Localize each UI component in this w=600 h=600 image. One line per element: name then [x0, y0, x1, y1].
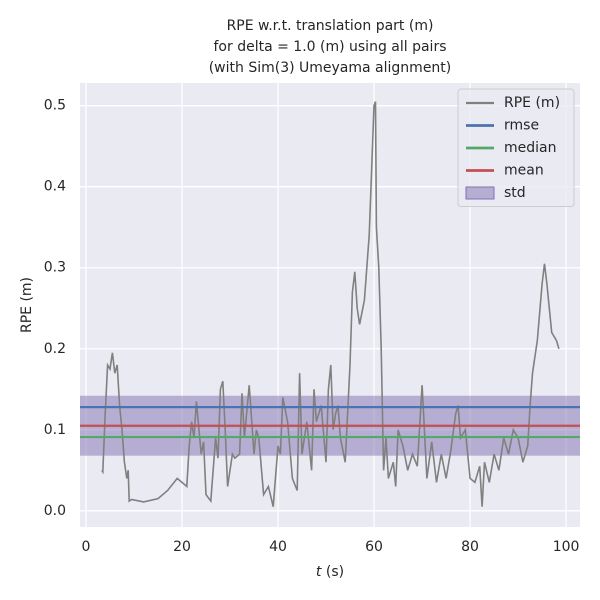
x-tick-label: 0 — [82, 539, 91, 555]
chart-title: for delta = 1.0 (m) using all pairs — [214, 39, 447, 55]
legend-label: rmse — [504, 118, 539, 134]
chart-title: RPE w.r.t. translation part (m) — [227, 18, 434, 34]
y-tick-label: 0.3 — [44, 260, 66, 276]
y-tick-label: 0.4 — [44, 179, 66, 195]
x-tick-label: 80 — [461, 539, 479, 555]
legend-label: median — [504, 140, 556, 156]
y-axis-label: RPE (m) — [19, 277, 35, 333]
legend-label: std — [504, 185, 526, 201]
x-axis-label: t (s) — [316, 564, 344, 580]
x-tick-label: 100 — [553, 539, 580, 555]
y-tick-label: 0.0 — [44, 503, 66, 519]
legend: RPE (m) rmse median mean std — [457, 88, 575, 207]
legend-box — [457, 88, 575, 207]
chart-title: (with Sim(3) Umeyama alignment) — [209, 60, 452, 76]
x-tick-label: 20 — [173, 539, 191, 555]
x-label-unit: (s) — [326, 564, 344, 580]
legend-swatch — [465, 186, 495, 200]
data-line — [101, 101, 560, 507]
legend-label: RPE (m) — [504, 95, 560, 111]
x-tick-label: 40 — [269, 539, 287, 555]
y-tick-label: 0.1 — [44, 422, 66, 438]
x-label-var: t — [316, 564, 322, 580]
legend-label: mean — [504, 163, 544, 179]
x-tick-label: 60 — [365, 539, 383, 555]
marks — [80, 101, 580, 507]
y-tick-label: 0.2 — [44, 341, 66, 357]
y-tick-label: 0.5 — [44, 98, 66, 114]
